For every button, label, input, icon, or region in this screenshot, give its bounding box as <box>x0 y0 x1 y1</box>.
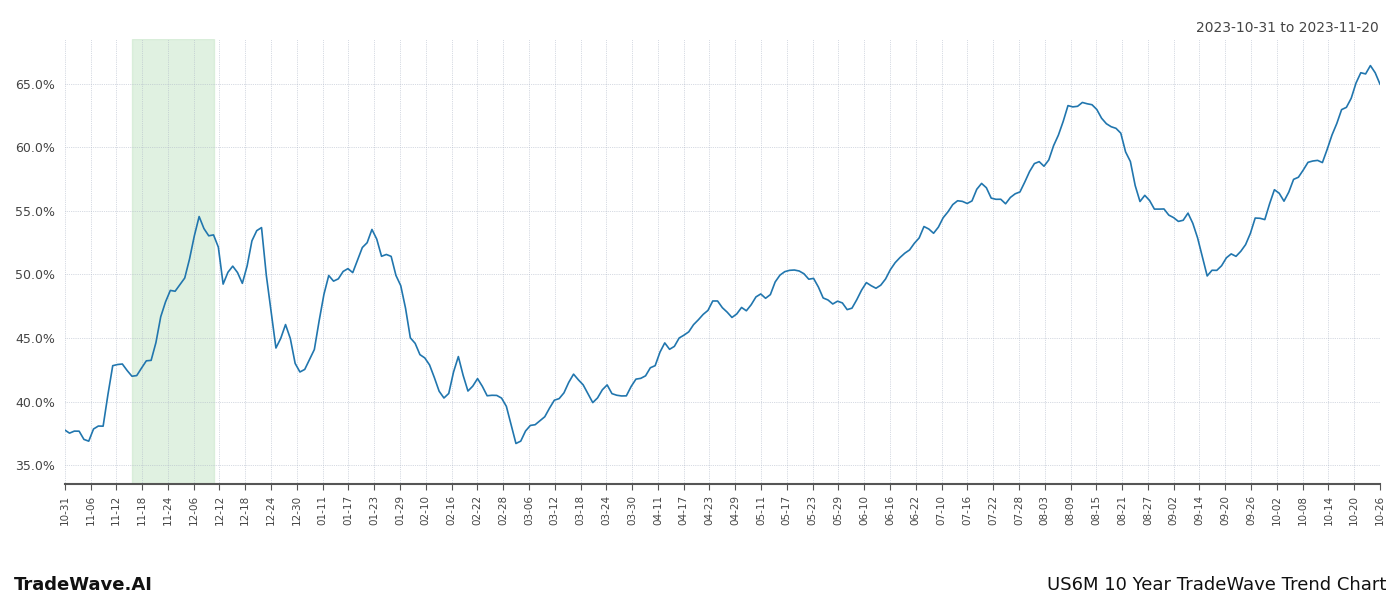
Text: 2023-10-31 to 2023-11-20: 2023-10-31 to 2023-11-20 <box>1196 21 1379 35</box>
Text: TradeWave.AI: TradeWave.AI <box>14 576 153 594</box>
Bar <box>132 39 214 484</box>
Text: US6M 10 Year TradeWave Trend Chart: US6M 10 Year TradeWave Trend Chart <box>1047 576 1386 594</box>
